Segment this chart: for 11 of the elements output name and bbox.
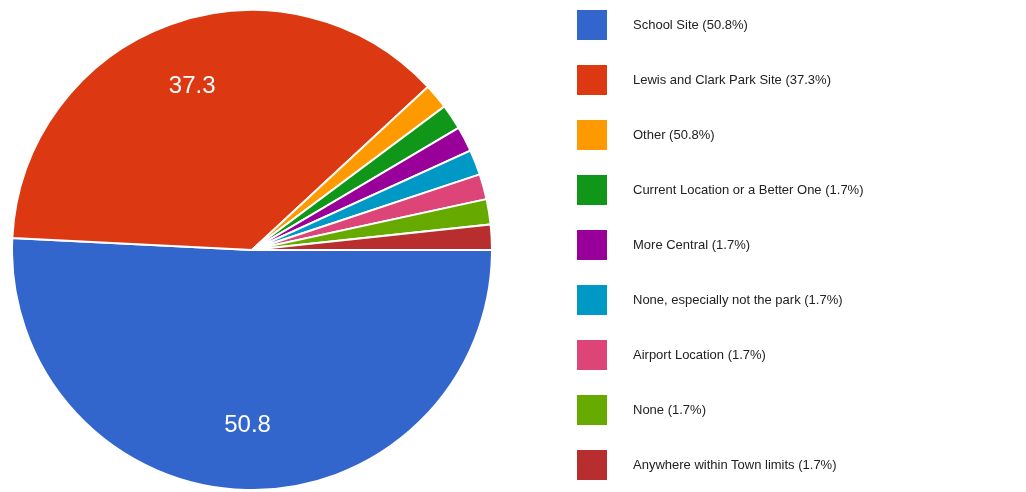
legend-label: Airport Location (1.7%) (633, 347, 766, 362)
legend-label: None, especially not the park (1.7%) (633, 292, 843, 307)
data-label: 37.3 (168, 70, 216, 98)
legend-label: Lewis and Clark Park Site (37.3%) (633, 72, 831, 87)
legend-label: None (1.7%) (633, 402, 706, 417)
legend-label: Anywhere within Town limits (1.7%) (633, 457, 837, 472)
legend-label: School Site (50.8%) (633, 17, 748, 32)
legend-label: Current Location or a Better One (1.7%) (633, 182, 864, 197)
legend-label: Other (50.8%) (633, 127, 715, 142)
data-label: 50.8 (224, 409, 271, 437)
legend-label: More Central (1.7%) (633, 237, 751, 252)
